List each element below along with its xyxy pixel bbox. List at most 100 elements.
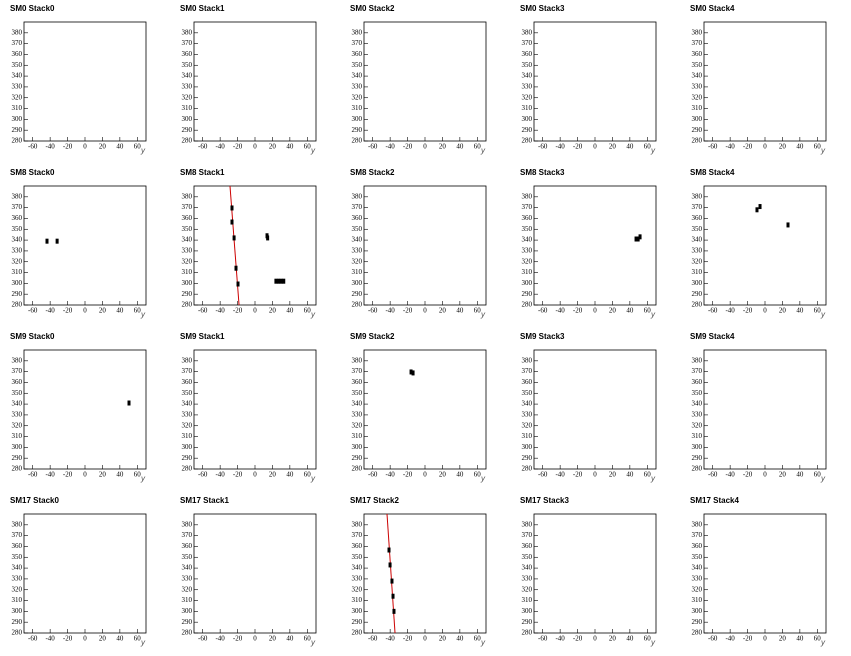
x-tick-label: -20 (743, 471, 753, 479)
y-tick-label: 350 (352, 553, 363, 561)
x-tick-label: -40 (385, 635, 395, 643)
hit (234, 265, 238, 271)
y-tick-label: 330 (12, 575, 23, 583)
x-axis-label: y (140, 310, 146, 319)
y-tick-label: 360 (12, 50, 23, 58)
x-tick-label: -20 (63, 307, 73, 315)
x-tick-label: -40 (45, 143, 55, 151)
x-tick-label: 60 (644, 143, 652, 151)
x-tick-label: -60 (708, 635, 718, 643)
hit (232, 235, 236, 241)
y-tick-label: 370 (522, 203, 533, 211)
hit (755, 207, 759, 213)
plot-frame (363, 185, 487, 306)
y-tick-label: 300 (692, 607, 703, 615)
y-tick-label: 360 (12, 542, 23, 550)
hit (391, 593, 395, 599)
x-tick-label: -20 (63, 635, 73, 643)
y-tick-label: 290 (182, 618, 193, 626)
y-tick-label: 310 (182, 104, 193, 112)
y-tick-label: 350 (12, 225, 23, 233)
y-tick-label: 360 (182, 50, 193, 58)
y-tick-label: 310 (352, 104, 363, 112)
x-tick-label: 20 (269, 307, 277, 315)
y-tick-label: 380 (12, 356, 23, 364)
x-tick-label: -20 (403, 471, 413, 479)
x-tick-label: 60 (814, 307, 822, 315)
y-tick-label: 280 (182, 465, 193, 473)
y-tick-label: 360 (352, 214, 363, 222)
y-tick-label: 290 (692, 126, 703, 134)
panel-title: SM0 Stack0 (10, 4, 55, 13)
y-tick-label: 290 (352, 618, 363, 626)
x-tick-label: -40 (385, 143, 395, 151)
x-tick-label: -20 (233, 635, 243, 643)
x-tick-label: 40 (626, 471, 634, 479)
y-tick-label: 350 (352, 225, 363, 233)
panel-title: SM0 Stack1 (180, 4, 225, 13)
hit (758, 204, 762, 210)
plot-frame (23, 21, 147, 142)
panel-title: SM9 Stack3 (520, 332, 565, 341)
x-tick-label: 40 (626, 635, 634, 643)
y-tick-label: 380 (182, 520, 193, 528)
plot-frame (23, 349, 147, 470)
x-tick-label: -40 (45, 635, 55, 643)
y-tick-label: 300 (352, 607, 363, 615)
y-tick-label: 300 (692, 443, 703, 451)
y-tick-label: 380 (12, 28, 23, 36)
y-tick-label: 330 (12, 411, 23, 419)
x-tick-label: 60 (644, 471, 652, 479)
x-axis-label: y (650, 146, 656, 155)
y-tick-label: 370 (182, 367, 193, 375)
y-tick-label: 280 (352, 629, 363, 637)
panel-title: SM9 Stack0 (10, 332, 55, 341)
y-tick-label: 370 (692, 531, 703, 539)
x-tick-label: 20 (269, 143, 277, 151)
x-tick-label: 0 (763, 471, 767, 479)
x-tick-label: 0 (593, 307, 597, 315)
y-tick-label: 280 (182, 137, 193, 145)
y-tick-label: 310 (182, 596, 193, 604)
x-tick-label: 20 (99, 307, 107, 315)
y-tick-label: 340 (352, 236, 363, 244)
panel-title: SM8 Stack2 (350, 168, 395, 177)
y-tick-label: 340 (522, 564, 533, 572)
y-tick-label: 350 (692, 553, 703, 561)
x-tick-label: 0 (253, 635, 257, 643)
hit (55, 238, 59, 244)
y-tick-label: 360 (352, 542, 363, 550)
x-tick-label: 40 (456, 471, 464, 479)
y-tick-label: 280 (352, 137, 363, 145)
y-tick-label: 380 (522, 520, 533, 528)
y-tick-label: 290 (12, 454, 23, 462)
x-tick-label: -20 (573, 635, 583, 643)
y-tick-label: 290 (522, 454, 533, 462)
y-tick-label: 350 (182, 553, 193, 561)
x-axis-label: y (140, 638, 146, 647)
y-tick-label: 330 (522, 83, 533, 91)
y-tick-label: 380 (352, 28, 363, 36)
x-tick-label: -20 (743, 143, 753, 151)
y-tick-label: 310 (352, 432, 363, 440)
x-axis-label: y (140, 146, 146, 155)
y-tick-label: 350 (352, 389, 363, 397)
y-tick-label: 320 (182, 93, 193, 101)
plot-frame (193, 21, 317, 142)
y-tick-label: 280 (522, 137, 533, 145)
y-tick-label: 310 (692, 104, 703, 112)
y-tick-label: 280 (182, 301, 193, 309)
x-tick-label: 20 (609, 635, 617, 643)
hit (638, 234, 642, 240)
x-tick-label: 60 (474, 143, 482, 151)
hit (409, 369, 413, 375)
x-tick-label: 0 (423, 471, 427, 479)
y-tick-label: 380 (692, 192, 703, 200)
y-tick-label: 340 (12, 236, 23, 244)
y-tick-label: 380 (692, 520, 703, 528)
y-tick-label: 320 (12, 585, 23, 593)
x-tick-label: -40 (725, 635, 735, 643)
x-tick-label: 60 (814, 471, 822, 479)
hit (266, 235, 270, 241)
x-tick-label: 0 (253, 143, 257, 151)
